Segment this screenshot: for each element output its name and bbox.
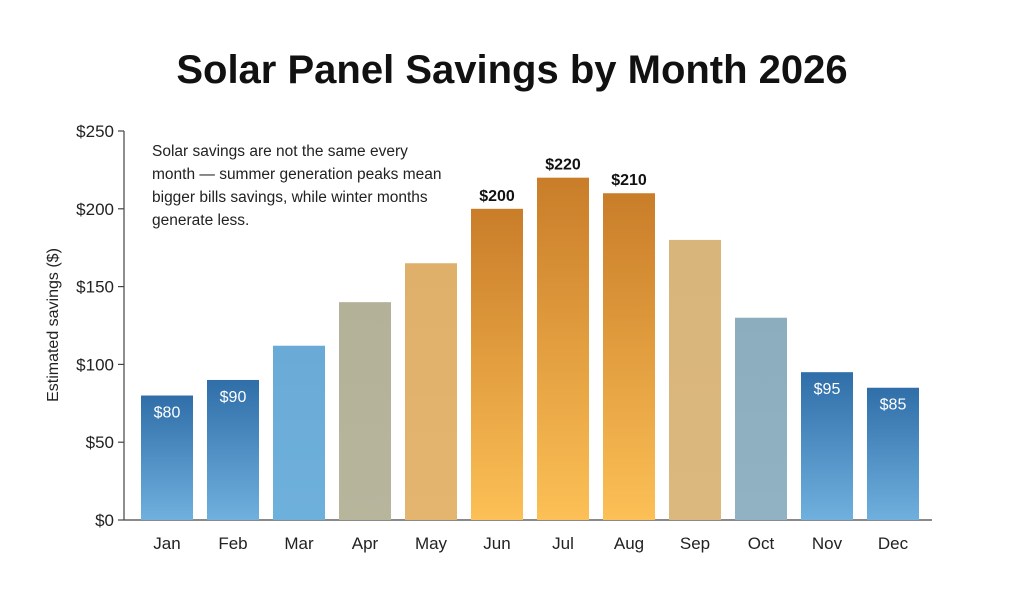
data-label: $90 xyxy=(220,389,247,406)
x-tick-label: Apr xyxy=(352,534,379,553)
bar-dec xyxy=(867,387,919,520)
x-tick-label: Jan xyxy=(153,534,180,553)
y-tick-label: $100 xyxy=(76,355,114,374)
y-tick-label: $200 xyxy=(76,200,114,219)
data-label: $85 xyxy=(880,397,907,414)
x-tick-label: Feb xyxy=(218,534,247,553)
bar-nov xyxy=(801,372,853,520)
y-tick-label: $150 xyxy=(76,278,114,297)
bar-jan xyxy=(141,395,193,520)
bar-jul xyxy=(537,177,589,520)
y-axis-label: Estimated savings ($) xyxy=(45,248,62,402)
x-tick-label: Nov xyxy=(812,534,843,553)
x-tick-label: Jun xyxy=(483,534,510,553)
y-tick-label: $0 xyxy=(95,511,114,530)
data-label: $80 xyxy=(154,405,181,422)
data-label: $95 xyxy=(814,381,841,398)
x-tick-label: Sep xyxy=(680,534,710,553)
data-label: $220 xyxy=(545,157,581,174)
bar-may xyxy=(405,263,457,520)
bar-oct xyxy=(735,317,787,520)
bar-apr xyxy=(339,302,391,520)
x-tick-label: Aug xyxy=(614,534,644,553)
y-tick-label: $50 xyxy=(86,433,114,452)
data-label: $200 xyxy=(479,188,515,205)
x-tick-label: May xyxy=(415,534,448,553)
x-tick-label: Jul xyxy=(552,534,574,553)
x-tick-label: Oct xyxy=(748,534,775,553)
y-tick-label: $250 xyxy=(76,122,114,141)
bar-jun xyxy=(471,208,523,521)
chart-title: Solar Panel Savings by Month 2026 xyxy=(176,48,848,92)
bar-sep xyxy=(669,239,721,521)
bar-aug xyxy=(603,193,655,521)
x-tick-label: Mar xyxy=(284,534,314,553)
bar-mar xyxy=(273,345,325,520)
data-label: $210 xyxy=(611,172,647,189)
x-tick-label: Dec xyxy=(878,534,909,553)
bar-feb xyxy=(207,379,259,520)
chart-annotation: Solar savings are not the same every mon… xyxy=(152,143,442,229)
